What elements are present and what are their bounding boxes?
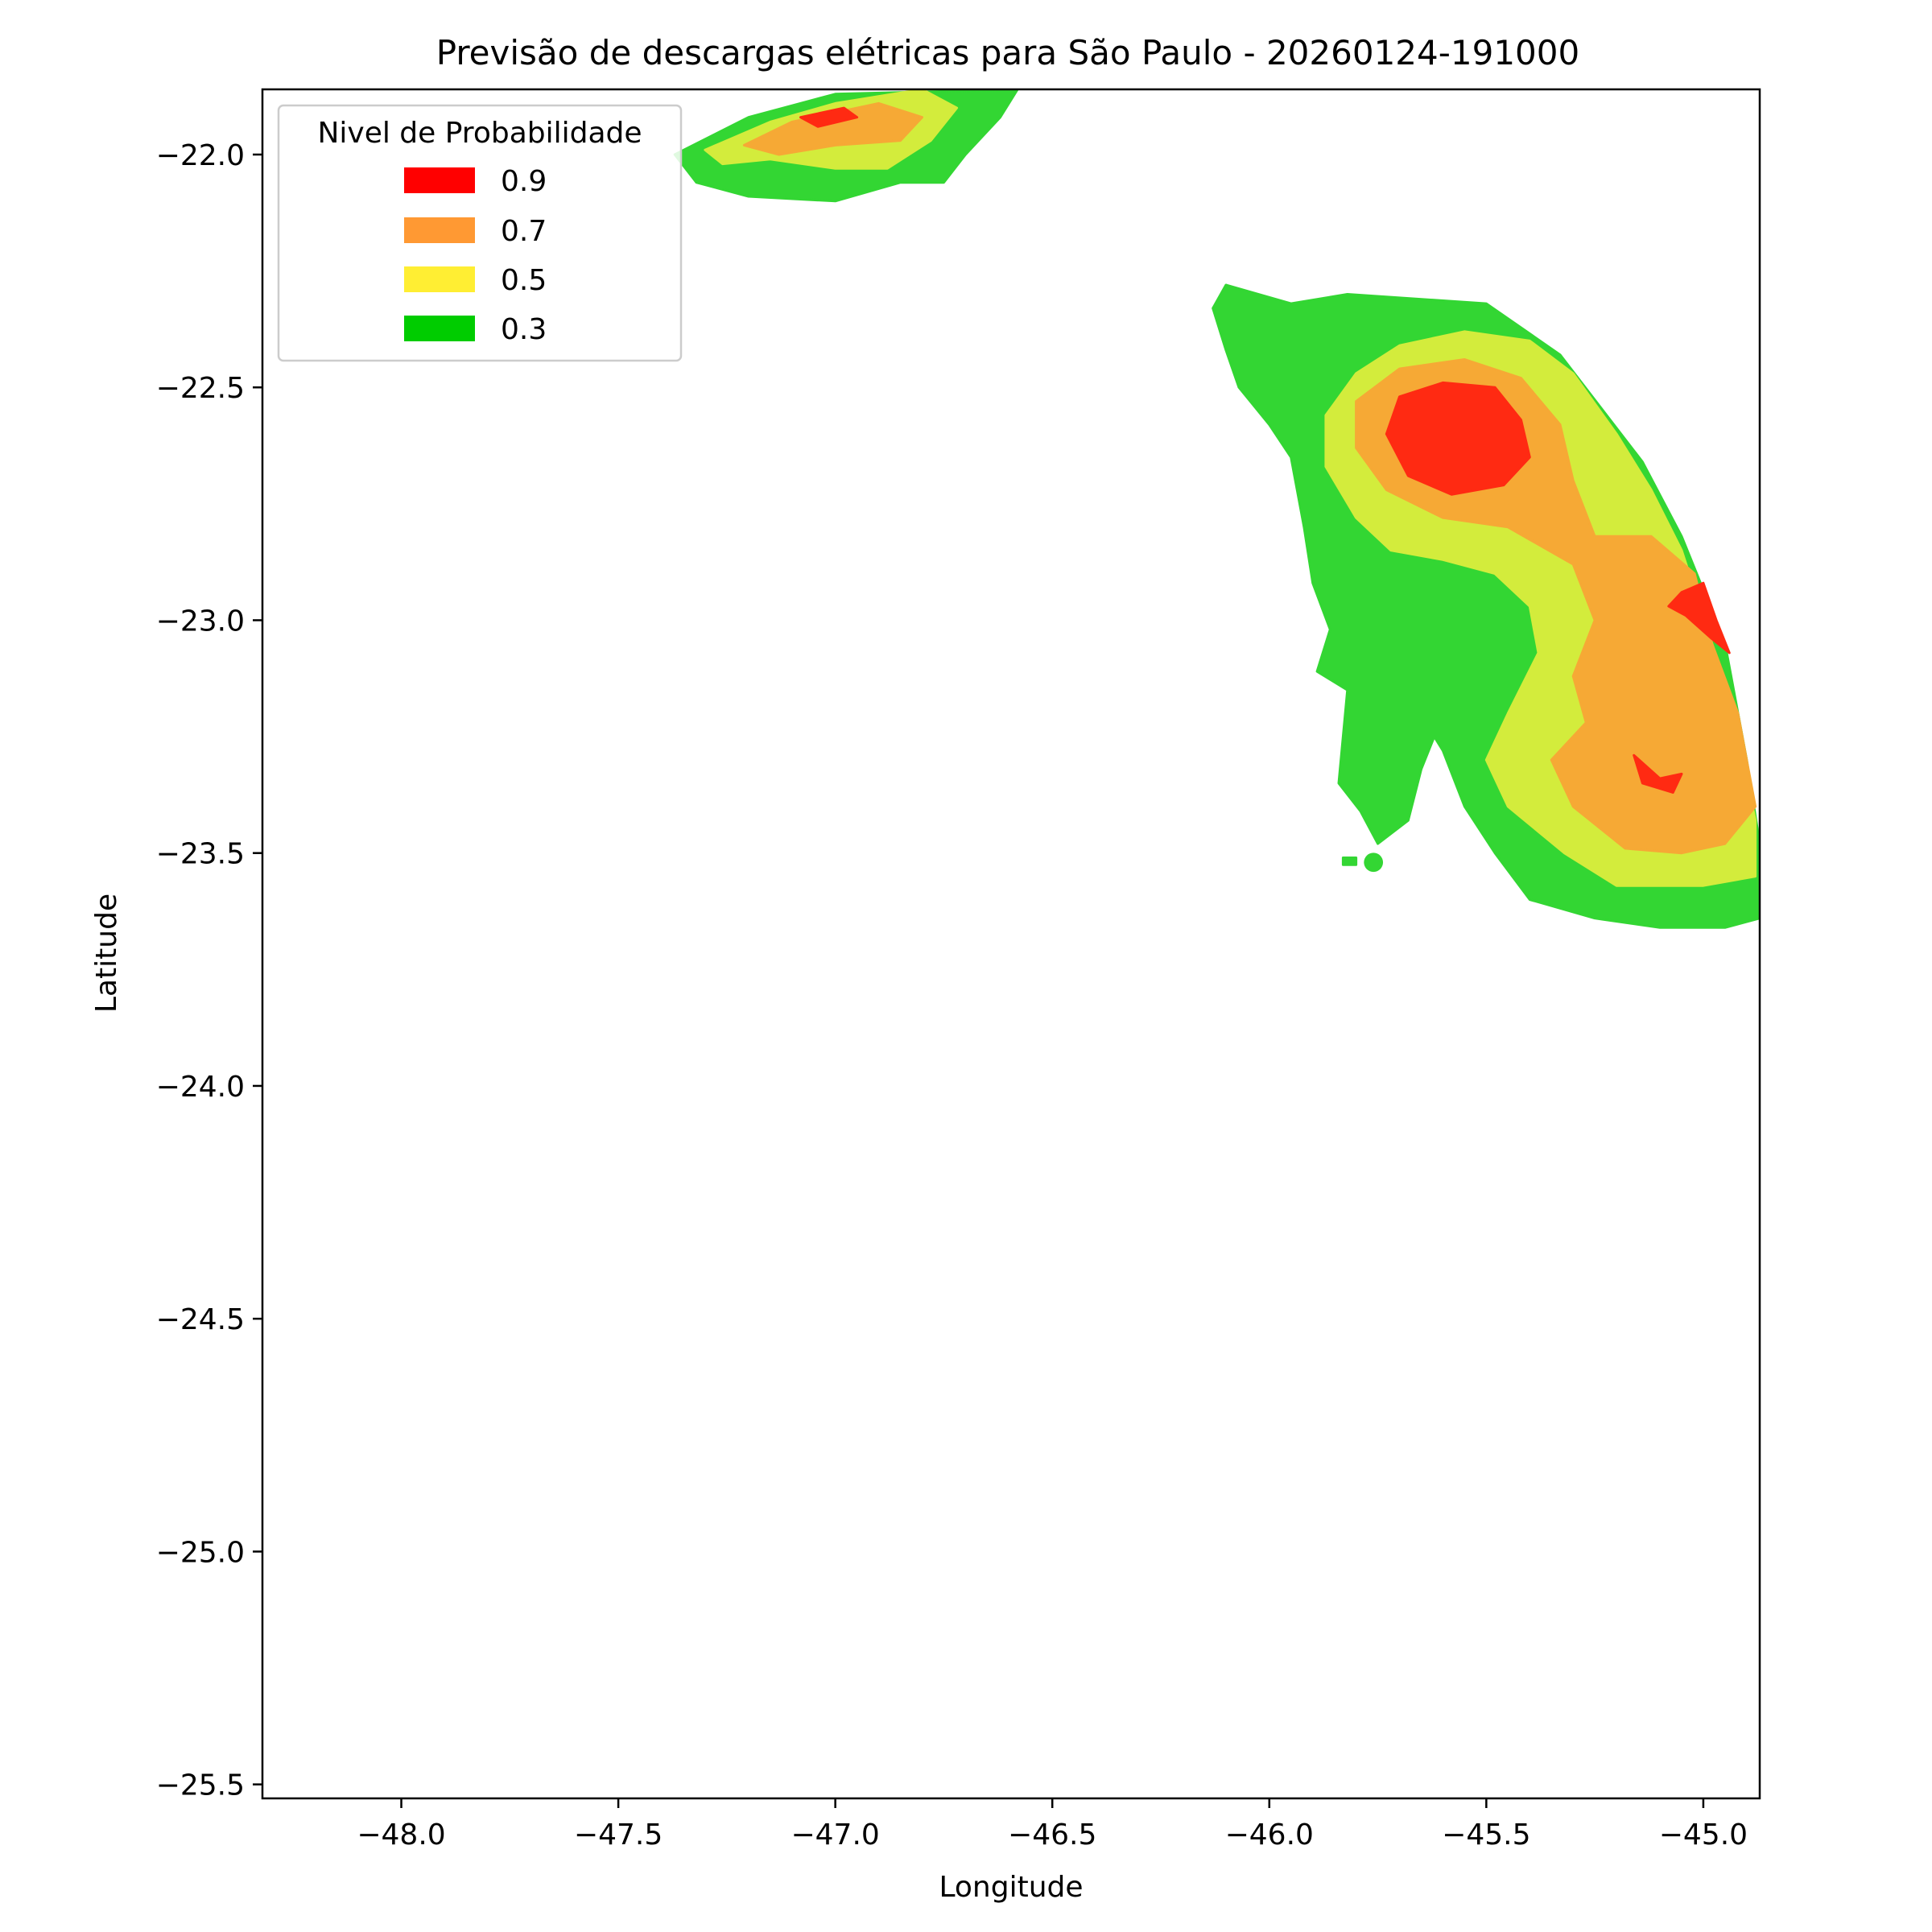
y-tick-label: −25.0 bbox=[156, 1536, 245, 1569]
y-tick-label: −24.5 bbox=[156, 1303, 245, 1336]
contour-region-03-11 bbox=[1341, 857, 1358, 866]
x-tick-label: −47.0 bbox=[791, 1818, 879, 1852]
legend-swatch-0.5 bbox=[404, 266, 475, 292]
x-axis-ticks: −48.0 −47.5 −47.0 −46.5 −46.0 −45.5 −45.0 bbox=[357, 1798, 1748, 1852]
plot-frame bbox=[261, 88, 1761, 1800]
legend: Nivel de Probabilidade 0.9 0.7 0.5 0.3 bbox=[277, 104, 683, 362]
contour-region-09-3 bbox=[799, 106, 859, 128]
y-tick-label: −25.5 bbox=[156, 1769, 245, 1802]
x-tick-label: −47.5 bbox=[574, 1818, 663, 1852]
legend-label-0.3: 0.3 bbox=[501, 313, 547, 346]
legend-swatch-0.9 bbox=[404, 167, 475, 193]
contour-region-09-8 bbox=[1667, 581, 1731, 654]
y-tick-label: −22.5 bbox=[156, 372, 245, 405]
x-axis-label: Longitude bbox=[939, 1871, 1083, 1904]
legend-title: Nivel de Probabilidade bbox=[317, 117, 642, 150]
y-tick-label: −22.0 bbox=[156, 139, 245, 172]
legend-label-0.7: 0.7 bbox=[501, 215, 547, 248]
contour-region-09-9 bbox=[1633, 753, 1683, 794]
contour-region-09-7 bbox=[1385, 381, 1531, 496]
y-tick-label: −23.0 bbox=[156, 605, 245, 638]
legend-swatch-0.3 bbox=[404, 316, 475, 341]
x-tick-label: −46.5 bbox=[1008, 1818, 1096, 1852]
legend-box bbox=[277, 104, 683, 362]
x-tick-label: −45.5 bbox=[1442, 1818, 1530, 1852]
chart-title: Previsão de descargas elétricas para São… bbox=[436, 33, 1579, 72]
y-axis-ticks: −22.0 −22.5 −23.0 −23.5 −24.0 −24.5 −25.0 −25.5 bbox=[156, 139, 262, 1802]
x-tick-label: −48.0 bbox=[357, 1818, 445, 1852]
legend-swatch-0.7 bbox=[404, 217, 475, 243]
contour-region-03-10 bbox=[1364, 852, 1384, 873]
contour-regions bbox=[673, 89, 1760, 929]
y-axis-label: Latitude bbox=[90, 894, 123, 1013]
x-tick-label: −45.0 bbox=[1659, 1818, 1748, 1852]
x-tick-label: −46.0 bbox=[1225, 1818, 1314, 1852]
y-tick-label: −23.5 bbox=[156, 838, 245, 871]
y-tick-label: −24.0 bbox=[156, 1071, 245, 1104]
legend-label-0.5: 0.5 bbox=[501, 264, 547, 297]
legend-label-0.9: 0.9 bbox=[501, 165, 547, 198]
